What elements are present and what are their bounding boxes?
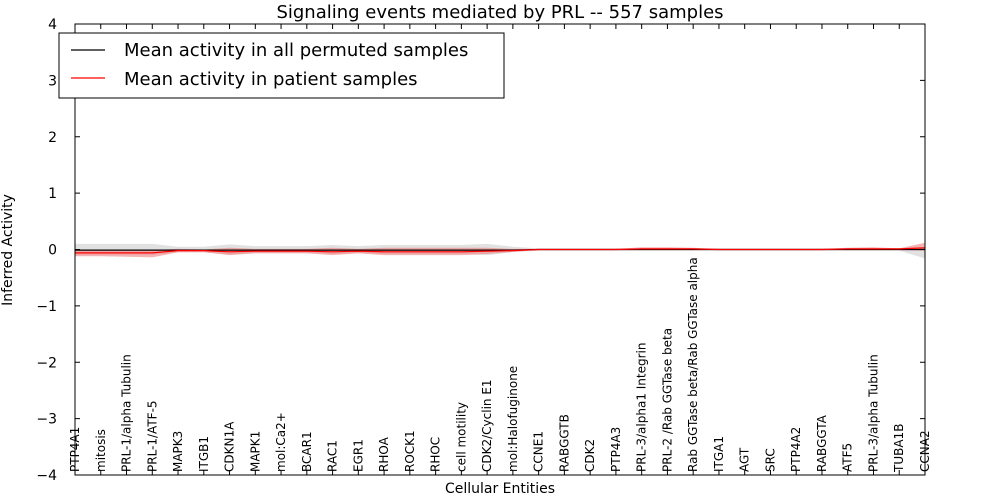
point-series-1-23 — [667, 248, 669, 250]
y-tick-label: 3 — [48, 73, 57, 89]
legend-label-permuted: Mean activity in all permuted samples — [124, 40, 468, 61]
x-tick-label: TUBA1B — [892, 424, 906, 473]
legend-box — [58, 32, 505, 99]
point-series-0-6 — [229, 249, 231, 251]
point-series-1-21 — [615, 249, 617, 251]
point-series-0-14 — [435, 249, 437, 251]
x-tick-label: RABGGTB — [557, 414, 571, 472]
point-series-1-18 — [538, 249, 540, 251]
point-series-0-15 — [461, 249, 463, 251]
point-series-1-19 — [564, 249, 566, 251]
point-series-1-17 — [512, 250, 514, 252]
x-tick-label: RAC1 — [326, 440, 340, 472]
point-series-1-12 — [383, 251, 385, 253]
point-series-1-16 — [486, 250, 488, 252]
legend-label-patient: Mean activity in patient samples — [124, 69, 418, 90]
y-tick-label: −4 — [36, 468, 57, 484]
x-tick-label: ROCK1 — [403, 430, 417, 472]
point-series-1-22 — [641, 248, 643, 250]
y-tick-label: −2 — [36, 355, 57, 371]
axes: −4 −3 −2 −1 0 1 2 3 4 PTP4A1 mitosis PRL-1/alpha Tu… — [36, 17, 932, 484]
point-series-1-7 — [255, 250, 257, 252]
point-series-1-8 — [280, 250, 282, 252]
point-series-1-14 — [435, 251, 437, 253]
point-series-0-2 — [126, 249, 128, 251]
point-series-1-1 — [100, 252, 102, 254]
point-series-0-1 — [100, 249, 102, 251]
x-tick-label: PRL-3/alpha Tubulin — [867, 354, 881, 472]
x-tick-label: PRL-3/alpha1 Integrin — [635, 343, 649, 473]
point-series-1-26 — [744, 249, 746, 251]
point-series-0-3 — [152, 249, 154, 251]
x-tick-label: mitosis — [94, 429, 108, 472]
series-lines — [75, 247, 926, 254]
x-tick-label: PRL-1/ATF-5 — [145, 400, 159, 472]
point-series-1-20 — [589, 249, 591, 251]
point-series-1-3 — [152, 252, 154, 254]
point-series-1-9 — [306, 250, 308, 252]
x-tick-label: PTP4A1 — [68, 427, 82, 472]
x-tick-label: PRL-1/alpha Tubulin — [120, 354, 134, 472]
y-tick-label: 0 — [48, 243, 57, 259]
x-tick-label: AGT — [738, 447, 752, 472]
point-series-0-13 — [409, 249, 411, 251]
x-tick-label: PTP4A3 — [609, 427, 623, 472]
point-series-1-27 — [770, 249, 772, 251]
point-series-1-13 — [409, 251, 411, 253]
point-series-1-24 — [692, 248, 694, 250]
point-series-1-4 — [177, 250, 179, 252]
y-tick-label: 4 — [48, 17, 57, 33]
x-tick-label: RHOC — [429, 437, 443, 472]
x-tick-label: ITGA1 — [712, 436, 726, 472]
point-series-1-29 — [821, 249, 823, 251]
x-tick-label: RABGGTA — [815, 414, 829, 472]
x-tick-label: CDKN1A — [223, 421, 237, 472]
chart-title: Signaling events mediated by PRL -- 557 … — [276, 2, 723, 23]
line-series-1 — [75, 247, 926, 254]
point-series-1-28 — [795, 249, 797, 251]
y-tick-label: −3 — [36, 412, 57, 428]
point-series-1-31 — [873, 248, 875, 250]
x-tick-label: SRC — [764, 448, 778, 472]
point-series-0-12 — [383, 249, 385, 251]
x-tick-label: CCNE1 — [532, 431, 546, 472]
x-tick-label: ATF5 — [841, 443, 855, 472]
x-tick-label: MAPK3 — [171, 431, 185, 472]
x-tick-label: ITGB1 — [197, 436, 211, 472]
x-tick-label: cell motility — [454, 402, 468, 472]
legend: Mean activity in all permuted samples Me… — [58, 32, 505, 99]
point-series-1-15 — [461, 251, 463, 253]
point-series-1-25 — [718, 249, 720, 251]
point-series-1-10 — [332, 251, 334, 253]
x-tick-label: CCNA2 — [918, 430, 932, 472]
point-series-1-2 — [126, 252, 128, 254]
x-tick-label: mol:Ca2+ — [274, 412, 288, 472]
x-tick-label: MAPK1 — [248, 431, 262, 472]
x-tick-label: CDK2/Cyclin E1 — [480, 379, 494, 472]
x-tick-label: PTP4A2 — [789, 427, 803, 472]
x-tick-label: BCAR1 — [300, 431, 314, 472]
point-series-1-11 — [358, 250, 360, 252]
point-series-0-10 — [332, 249, 334, 251]
x-axis-label: Cellular Entities — [445, 481, 555, 497]
x-tick-label: CDK2 — [583, 439, 597, 472]
point-series-1-32 — [898, 248, 900, 250]
y-tick-label: −1 — [36, 299, 57, 315]
x-tick-label: Rab GGTase beta/Rab GGTase alpha — [686, 257, 700, 472]
y-axis-label: Inferred Activity — [0, 194, 16, 306]
x-tick-label: PRL-2 /Rab GGTase beta — [660, 328, 674, 472]
x-tick-label: mol:Halofuginone — [506, 366, 520, 472]
point-series-1-6 — [229, 251, 231, 253]
point-series-1-30 — [847, 248, 849, 250]
point-series-1-5 — [203, 250, 205, 252]
x-tick-label: EGR1 — [351, 439, 365, 472]
y-tick-label: 2 — [48, 130, 57, 146]
y-tick-label: 1 — [48, 186, 57, 202]
x-tick-label: RHOA — [377, 436, 391, 472]
